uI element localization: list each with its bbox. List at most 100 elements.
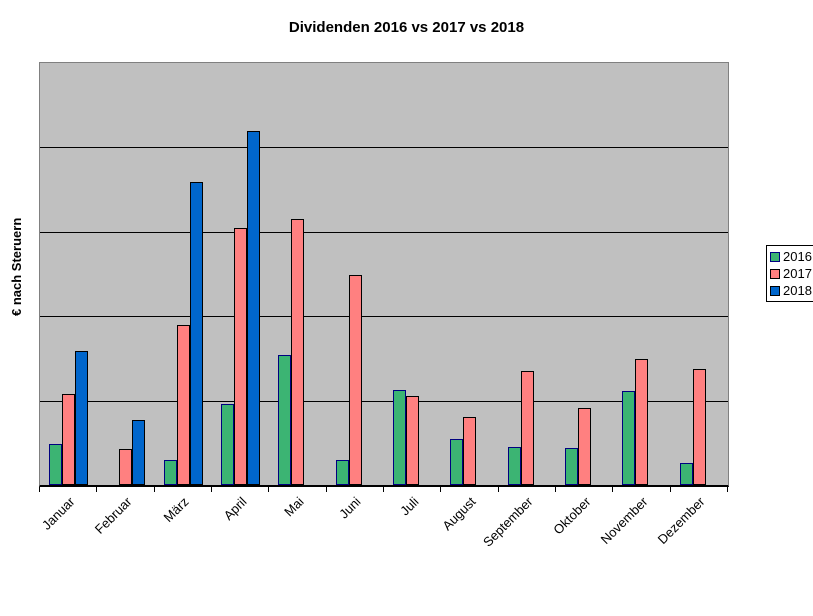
bar-2017-März [176, 325, 190, 485]
bar-slot [189, 63, 203, 485]
gridline [40, 316, 728, 318]
bar-2017-September [520, 371, 534, 485]
x-axis-tick [325, 487, 327, 492]
x-axis-label-Juni: Juni [336, 494, 364, 522]
bar-2018-Januar [75, 350, 89, 485]
legend-swatch-2017 [770, 268, 780, 279]
x-axis-tick [211, 487, 212, 492]
legend: 2016 2017 2018 [766, 245, 813, 302]
x-axis-label-Februar: Februar [91, 494, 135, 537]
x-axis-tick [153, 487, 155, 492]
bar-slot [291, 63, 305, 485]
bar-2017-Oktober [578, 408, 592, 485]
x-axis-tick [669, 487, 671, 492]
category-group-Oktober [556, 63, 613, 485]
category-group-November [613, 63, 670, 485]
bar-slot [679, 63, 693, 485]
category-group-April [212, 63, 269, 485]
x-axis-label-März: März [160, 494, 192, 526]
gridline [40, 147, 728, 149]
bar-2017-November [635, 358, 649, 485]
bar-slot [450, 63, 464, 485]
bar-2017-Dezember [692, 368, 706, 485]
x-axis-tick [727, 487, 728, 492]
bar-2017-August [463, 417, 477, 485]
bar-2016-Mai [278, 355, 292, 485]
bar-2017-Februar [119, 449, 133, 485]
category-group-Januar [40, 63, 97, 485]
bar-slot [362, 63, 375, 485]
x-axis-labels: Januar Februar März April Mai Juni Juli August S… [39, 486, 729, 566]
bar-slot [176, 63, 190, 485]
x-axis-label-Dezember: Dezember [654, 494, 708, 548]
x-axis-label-Oktober: Oktober [549, 494, 594, 538]
bar-2018-März [189, 182, 203, 485]
x-axis-tick [555, 487, 556, 492]
bar-2016-Oktober [565, 447, 579, 485]
x-axis-label-Juli: Juli [396, 494, 422, 519]
bar-2017-April [234, 228, 248, 485]
legend-swatch-2018 [770, 285, 780, 296]
bar-slot [221, 63, 235, 485]
bar-slot [706, 63, 719, 485]
x-axis-tick [383, 487, 384, 492]
bar-2018-Februar [132, 420, 146, 485]
bar-2016-Juni [335, 460, 349, 485]
x-axis-tick [96, 487, 98, 492]
bar-slot [62, 63, 76, 485]
bar-slot [132, 63, 146, 485]
bar-slot [476, 63, 489, 485]
x-axis-label-Januar: Januar [38, 494, 78, 533]
x-axis-tick [440, 487, 442, 492]
bar-2018-April [247, 130, 261, 485]
bar-slot [622, 63, 636, 485]
bar-slot [278, 63, 292, 485]
bar-slot [591, 63, 604, 485]
category-group-März [155, 63, 212, 485]
bar-slot [507, 63, 521, 485]
bar-slot [419, 63, 432, 485]
bar-slot [648, 63, 661, 485]
x-axis-label-September: September [480, 494, 536, 550]
chart-title: Dividenden 2016 vs 2017 vs 2018 [288, 19, 525, 36]
category-group-September [499, 63, 556, 485]
bar-slot [406, 63, 420, 485]
x-axis-tick [39, 487, 40, 492]
bar-slot [49, 63, 63, 485]
bar-2016-August [450, 439, 464, 485]
bar-2016-November [622, 390, 636, 485]
bar-slot [335, 63, 349, 485]
category-group-August [441, 63, 498, 485]
x-axis-label-November: November [597, 494, 651, 548]
plot-area [39, 62, 729, 492]
bar-slot [393, 63, 407, 485]
bar-2016-Juli [393, 390, 407, 485]
x-axis-tick [612, 487, 614, 492]
x-axis-label-April: April [220, 494, 250, 524]
gridline [40, 400, 728, 402]
legend-label-2018: 2018 [783, 283, 812, 298]
bar-slot [635, 63, 649, 485]
bar-2017-Januar [62, 393, 76, 485]
category-group-Juni [327, 63, 384, 485]
x-axis-ticks [39, 485, 728, 493]
bar-slot [234, 63, 248, 485]
bar-slot [534, 63, 547, 485]
bar-slot [106, 63, 119, 485]
bar-2017-Juli [406, 395, 420, 485]
category-group-Juli [384, 63, 441, 485]
x-axis-tick [268, 487, 270, 492]
bar-slot [520, 63, 534, 485]
legend-item-2018: 2018 [770, 284, 812, 297]
bar-2016-April [221, 403, 235, 485]
bar-2016-September [507, 447, 521, 485]
bar-slot [163, 63, 177, 485]
bars-layer [40, 63, 728, 485]
category-group-Dezember [671, 63, 728, 485]
bar-2017-Mai [291, 219, 305, 485]
category-group-Februar [97, 63, 154, 485]
bar-2017-Juni [348, 274, 362, 485]
bar-slot [692, 63, 706, 485]
x-axis-label-Mai: Mai [281, 494, 307, 520]
